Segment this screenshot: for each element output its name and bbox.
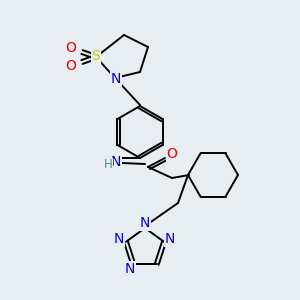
- Text: N: N: [140, 216, 150, 230]
- Text: H: H: [103, 158, 112, 172]
- Text: N: N: [114, 232, 124, 246]
- Text: O: O: [167, 147, 177, 161]
- Text: O: O: [66, 41, 76, 55]
- Text: N: N: [165, 232, 175, 246]
- Text: S: S: [92, 49, 100, 63]
- Text: N: N: [111, 72, 121, 86]
- Text: O: O: [66, 59, 76, 73]
- Text: N: N: [111, 155, 121, 169]
- Text: N: N: [125, 262, 135, 276]
